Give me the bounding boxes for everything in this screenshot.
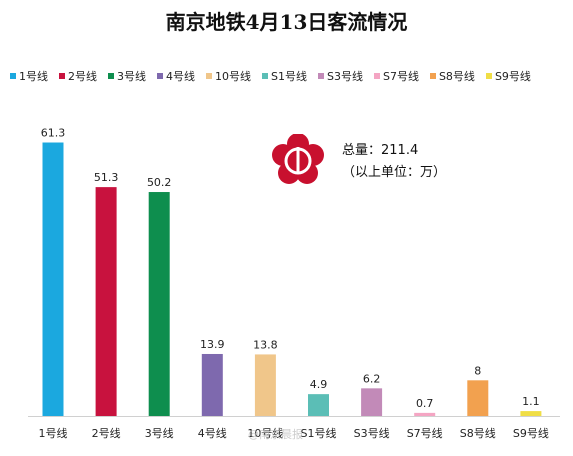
legend-swatch [206, 73, 212, 79]
legend-label: 4号线 [166, 70, 195, 83]
legend-label: S8号线 [438, 70, 475, 83]
x-tick-label: 4号线 [198, 426, 227, 440]
legend-swatch [317, 73, 324, 79]
x-tick-label: S9号线 [513, 426, 549, 440]
bar [520, 411, 542, 416]
x-tick-label: 1号线 [39, 426, 68, 440]
x-tick-label: 2号线 [92, 426, 121, 440]
legend-label: S9号线 [494, 70, 531, 83]
bar-value-label: 50.2 [147, 176, 172, 189]
legend-swatch [157, 73, 163, 79]
bar [148, 192, 170, 416]
legend-swatch [262, 73, 268, 79]
x-tick-label: S3号线 [354, 426, 390, 440]
bar-value-label: 0.7 [416, 397, 434, 410]
legend-item: 2号线 [59, 68, 97, 84]
legend-item: S8号线 [429, 68, 475, 84]
total-label: 总量： [342, 143, 382, 158]
legend: 1号线 2号线 3号线 4号线 10号线 S1号线 S3号线 S7号线 S8号线 S9号线 [10, 68, 570, 84]
legend-label: S7号线 [382, 70, 419, 83]
legend-item: S3号线 [317, 68, 363, 84]
bar [467, 380, 489, 416]
legend-item: 3号线 [108, 68, 146, 84]
bar [254, 354, 276, 416]
legend-swatch [10, 73, 16, 79]
legend-swatch [373, 73, 380, 79]
legend-item: 4号线 [157, 68, 195, 84]
x-tick-label: 10号线 [247, 426, 283, 440]
legend-label: 10号线 [215, 70, 251, 83]
legend-item: 10号线 [206, 68, 251, 84]
x-tick-label: S8号线 [460, 426, 496, 440]
bar-value-label: 8 [474, 364, 481, 377]
bar [308, 394, 329, 416]
legend-swatch [108, 73, 114, 79]
legend-swatch [59, 73, 65, 79]
legend-label: 1号线 [19, 70, 48, 83]
bar-value-label: 61.3 [41, 127, 66, 140]
x-tick-label: S7号线 [407, 426, 443, 440]
watermark: @南京晨报 [248, 428, 303, 441]
chart-title: 南京地铁4月13日客流情况 [165, 10, 408, 34]
bar-value-label: 6.2 [363, 372, 381, 385]
unit-note: （以上单位：万） [342, 165, 447, 180]
x-tick-label: S1号线 [301, 426, 337, 440]
total-summary: 总量：211.4 （以上单位：万） [342, 140, 446, 184]
x-tick-label: 3号线 [145, 426, 174, 440]
bar-value-label: 13.8 [253, 338, 278, 351]
total-value: 211.4 [381, 143, 419, 158]
bar [201, 353, 223, 416]
legend-item: S9号线 [485, 68, 531, 84]
legend-item: 1号线 [10, 68, 48, 84]
legend-item: S7号线 [373, 68, 419, 84]
legend-label: 2号线 [68, 70, 97, 83]
bar-value-label: 4.9 [310, 378, 328, 391]
bar [414, 412, 436, 416]
bar-value-label: 1.1 [522, 395, 540, 408]
legend-item: S1号线 [262, 68, 307, 84]
legend-label: 3号线 [117, 70, 146, 83]
legend-label: S3号线 [326, 70, 363, 83]
nanjing-metro-logo-icon [272, 134, 324, 184]
legend-swatch [485, 73, 492, 79]
bar [95, 187, 117, 416]
bar-value-label: 13.9 [200, 338, 225, 351]
bar [42, 142, 64, 416]
legend-swatch [429, 73, 436, 79]
legend-label: S1号线 [271, 70, 307, 83]
bar-value-label: 51.3 [94, 171, 119, 184]
bar [361, 388, 383, 416]
